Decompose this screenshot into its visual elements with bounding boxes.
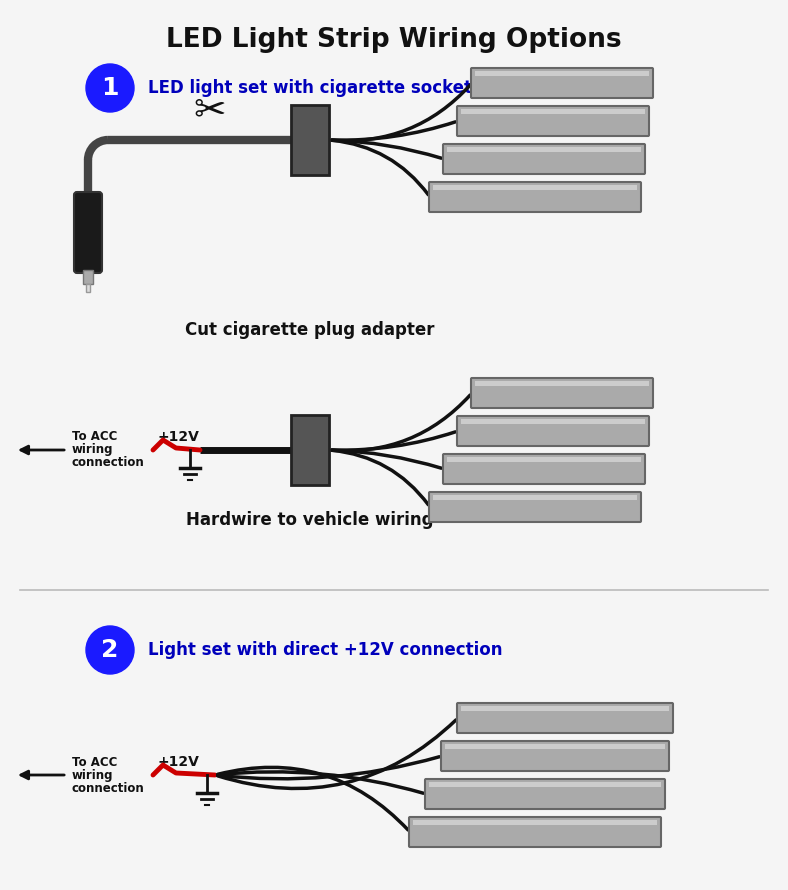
Text: Cut cigarette plug adapter: Cut cigarette plug adapter bbox=[185, 321, 435, 339]
Text: LED Light Strip Wiring Options: LED Light Strip Wiring Options bbox=[166, 27, 622, 53]
Bar bbox=[291, 415, 329, 485]
Bar bbox=[475, 381, 649, 386]
FancyBboxPatch shape bbox=[471, 378, 653, 408]
Bar bbox=[447, 147, 641, 152]
Bar bbox=[461, 109, 645, 114]
Text: LED light set with cigarette socket adapter: LED light set with cigarette socket adap… bbox=[148, 79, 552, 97]
FancyBboxPatch shape bbox=[457, 416, 649, 446]
FancyBboxPatch shape bbox=[457, 703, 673, 733]
Bar bbox=[413, 820, 657, 825]
Bar bbox=[433, 495, 637, 500]
Bar bbox=[461, 419, 645, 424]
Text: 1: 1 bbox=[101, 76, 119, 100]
Text: To ACC: To ACC bbox=[72, 756, 117, 768]
FancyBboxPatch shape bbox=[443, 144, 645, 174]
FancyBboxPatch shape bbox=[441, 741, 669, 771]
Bar bbox=[83, 270, 93, 284]
Bar bbox=[475, 71, 649, 76]
FancyBboxPatch shape bbox=[409, 817, 661, 847]
Bar bbox=[433, 185, 637, 190]
Bar bbox=[86, 284, 90, 292]
Text: +12V: +12V bbox=[158, 755, 200, 769]
Text: connection: connection bbox=[72, 781, 145, 795]
FancyBboxPatch shape bbox=[429, 182, 641, 212]
FancyBboxPatch shape bbox=[429, 492, 641, 522]
FancyBboxPatch shape bbox=[471, 68, 653, 98]
FancyBboxPatch shape bbox=[74, 192, 102, 273]
Text: To ACC: To ACC bbox=[72, 431, 117, 443]
FancyBboxPatch shape bbox=[425, 779, 665, 809]
Circle shape bbox=[86, 64, 134, 112]
Bar bbox=[429, 782, 661, 787]
Bar bbox=[291, 105, 329, 175]
FancyBboxPatch shape bbox=[457, 106, 649, 136]
Text: +12V: +12V bbox=[158, 430, 200, 444]
Text: wiring: wiring bbox=[72, 443, 113, 457]
Text: Hardwire to vehicle wiring: Hardwire to vehicle wiring bbox=[186, 511, 433, 529]
Text: 2: 2 bbox=[102, 638, 119, 662]
Text: wiring: wiring bbox=[72, 768, 113, 781]
Text: Light set with direct +12V connection: Light set with direct +12V connection bbox=[148, 641, 503, 659]
Text: ✂: ✂ bbox=[194, 91, 226, 129]
Bar bbox=[461, 706, 669, 711]
Text: connection: connection bbox=[72, 457, 145, 470]
Bar bbox=[447, 457, 641, 462]
Bar bbox=[445, 744, 665, 749]
FancyBboxPatch shape bbox=[443, 454, 645, 484]
Circle shape bbox=[86, 626, 134, 674]
